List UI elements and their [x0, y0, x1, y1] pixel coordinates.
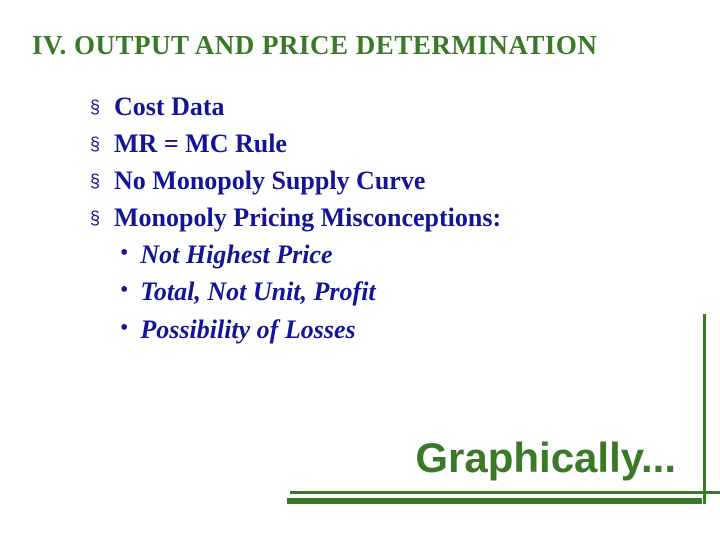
vertical-rule-icon [703, 314, 706, 504]
bullet-text: Monopoly Pricing Misconceptions: [114, 200, 501, 235]
bullet-marker-icon: § [90, 132, 100, 156]
bullet-marker-icon: § [90, 95, 100, 119]
sub-bullet-marker-icon: • [120, 312, 128, 344]
bullet-text: No Monopoly Supply Curve [114, 163, 425, 198]
bullet-marker-icon: § [90, 206, 100, 230]
slide-title: IV. OUTPUT AND PRICE DETERMINATION [20, 30, 700, 61]
horizontal-rule-thick-icon [287, 498, 702, 504]
sub-bullet-marker-icon: • [120, 274, 128, 306]
sub-bullet-item: • Total, Not Unit, Profit [120, 274, 700, 309]
sub-bullet-list: • Not Highest Price • Total, Not Unit, P… [90, 237, 700, 346]
bullet-list: § Cost Data § MR = MC Rule § No Monopoly… [20, 89, 700, 347]
slide-container: IV. OUTPUT AND PRICE DETERMINATION § Cos… [0, 0, 720, 540]
bullet-text: MR = MC Rule [114, 126, 287, 161]
bullet-text: Cost Data [114, 89, 225, 124]
bullet-item: § Cost Data [90, 89, 700, 124]
sub-bullet-marker-icon: • [120, 237, 128, 269]
sub-bullet-item: • Not Highest Price [120, 237, 700, 272]
sub-bullet-item: • Possibility of Losses [120, 312, 700, 347]
bullet-item: § No Monopoly Supply Curve [90, 163, 700, 198]
bullet-item: § Monopoly Pricing Misconceptions: [90, 200, 700, 235]
bullet-marker-icon: § [90, 169, 100, 193]
horizontal-rule-thin-icon [290, 491, 720, 494]
sub-bullet-text: Total, Not Unit, Profit [140, 274, 375, 309]
sub-bullet-text: Not Highest Price [140, 237, 332, 272]
bullet-item: § MR = MC Rule [90, 126, 700, 161]
footer-callout: Graphically... [415, 434, 676, 482]
sub-bullet-text: Possibility of Losses [140, 312, 355, 347]
